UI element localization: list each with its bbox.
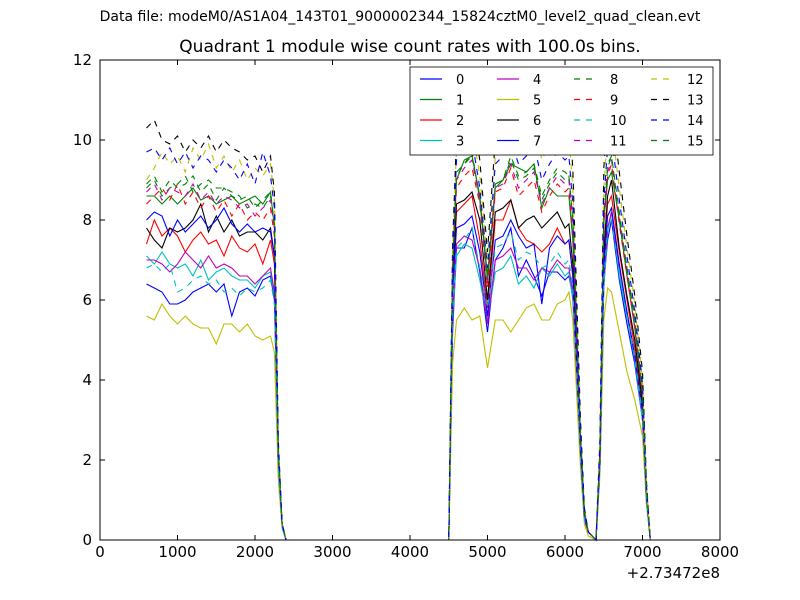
x-tick-label: 6000 <box>546 543 584 561</box>
ticks-layer: 0 1000 2000 3000 4000 5000 6000 7000 80000246810… <box>73 51 739 561</box>
legend-box <box>409 66 714 156</box>
x-tick-label: 3000 <box>313 543 351 561</box>
x-tick-label: 2000 <box>236 543 274 561</box>
x-tick-label: 1000 <box>158 543 196 561</box>
legend-label-15: 15 <box>687 135 704 150</box>
legend-label-7: 7 <box>533 135 541 150</box>
legend-label-14: 14 <box>687 114 704 129</box>
legend-label-3: 3 <box>456 135 464 150</box>
y-tick-label: 10 <box>73 131 92 149</box>
y-tick-label: 4 <box>82 371 92 389</box>
legend-label-10: 10 <box>610 114 627 129</box>
x-tick-label: 4000 <box>391 543 429 561</box>
y-tick-label: 8 <box>82 211 92 229</box>
legend-label-9: 9 <box>610 94 618 109</box>
series-layer <box>145 89 651 542</box>
legend-label-11: 11 <box>610 135 627 150</box>
y-tick-label: 0 <box>82 531 92 549</box>
y-tick-label: 6 <box>82 291 92 309</box>
legend-label-6: 6 <box>533 114 541 129</box>
legend-label-4: 4 <box>533 73 541 88</box>
legend-label-8: 8 <box>610 73 618 88</box>
y-tick-label: 12 <box>73 51 92 69</box>
series-line-9 <box>146 163 651 542</box>
x-tick-label: 7000 <box>623 543 661 561</box>
legend-label-1: 1 <box>456 94 464 109</box>
legend-label-2: 2 <box>456 114 464 129</box>
x-axis-offset-label: +2.73472e8 <box>627 564 720 582</box>
series-line-14 <box>146 135 651 542</box>
x-tick-label: 5000 <box>468 543 506 561</box>
chart-title: Quadrant 1 module wise count rates with … <box>179 37 641 57</box>
y-tick-label: 2 <box>82 451 92 469</box>
series-line-15 <box>146 154 651 542</box>
legend-label-12: 12 <box>687 73 704 88</box>
x-tick-label: 0 <box>95 543 105 561</box>
legend-label-13: 13 <box>687 94 704 109</box>
figure-suptitle: Data file: modeM0/AS1A04_143T01_90000023… <box>99 9 701 25</box>
x-tick-label: 8000 <box>701 543 739 561</box>
legend-label-5: 5 <box>533 94 541 109</box>
legend-label-0: 0 <box>456 73 464 88</box>
